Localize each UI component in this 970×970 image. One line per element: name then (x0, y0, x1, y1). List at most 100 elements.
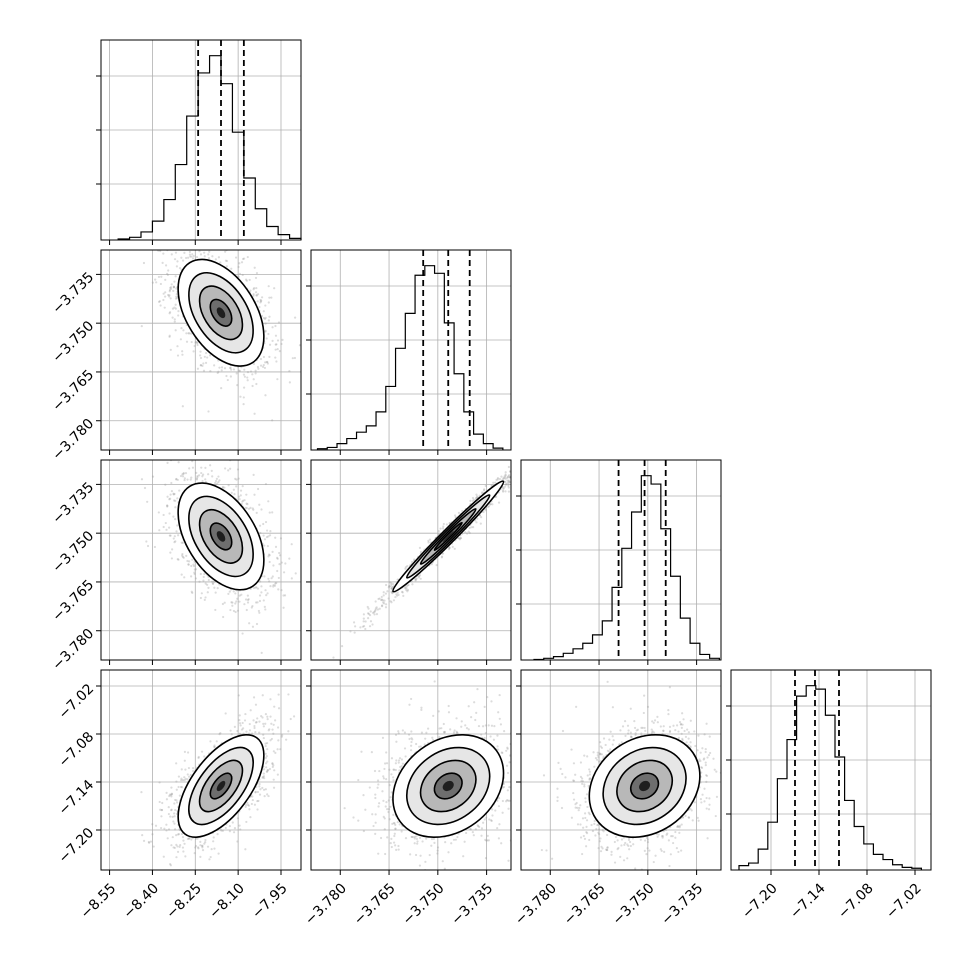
scatter-point (276, 748, 279, 751)
scatter-point (274, 545, 278, 548)
scatter-point (461, 509, 464, 513)
scatter-point (140, 478, 144, 481)
scatter-point (406, 565, 409, 568)
scatter-point (235, 372, 238, 375)
scatter-point (387, 597, 390, 600)
scatter-point (157, 245, 159, 247)
scatter-point (418, 574, 422, 577)
scatter-point (248, 278, 251, 282)
scatter-point (417, 574, 420, 578)
scatter-point (263, 605, 266, 608)
scatter-point (229, 366, 232, 369)
scatter-point (182, 472, 185, 475)
scatter-point (192, 451, 194, 453)
scatter-point (290, 577, 293, 580)
scatter-point (199, 596, 202, 600)
scatter-point (177, 558, 180, 561)
scatter-point (405, 585, 408, 588)
scatter-point (238, 369, 242, 372)
scatter-point (196, 341, 199, 344)
scatter-point (275, 343, 278, 346)
scatter-point (204, 478, 207, 481)
scatter-point (175, 801, 179, 804)
scatter-point (275, 581, 278, 585)
scatter-point (506, 476, 509, 479)
scatter-point (217, 256, 220, 259)
scatter-point (217, 480, 220, 484)
scatter-point (159, 250, 162, 253)
scatter-point (349, 630, 352, 633)
scatter-point (225, 374, 228, 378)
scatter-point (185, 340, 189, 343)
scatter-point (251, 384, 254, 388)
scatter-point (512, 478, 514, 480)
scatter-point (528, 462, 530, 464)
scatter-point (202, 473, 205, 476)
scatter-point (168, 312, 171, 315)
scatter-point (211, 582, 214, 585)
scatter-point (267, 555, 270, 558)
scatter-point (268, 580, 271, 583)
scatter-point (217, 475, 220, 478)
scatter-point (207, 410, 210, 413)
scatter-point (256, 300, 259, 303)
scatter-point (276, 557, 279, 560)
scatter-point (332, 656, 335, 659)
scatter-point (396, 591, 399, 594)
scatter-point (454, 516, 457, 519)
scatter-point (253, 412, 256, 415)
scatter-point (260, 651, 263, 654)
scatter-point (192, 350, 195, 353)
scatter-point (241, 485, 244, 488)
scatter-point (242, 373, 246, 376)
scatter-point (406, 590, 409, 593)
scatter-point (172, 285, 175, 288)
scatter-point (245, 506, 248, 510)
scatter-point (262, 310, 265, 313)
contour-0 (433, 521, 463, 552)
scatter-point (472, 526, 475, 529)
scatter-point (383, 602, 386, 605)
scatter-point (279, 537, 283, 540)
scatter-point (503, 485, 507, 488)
scatter-point (221, 485, 225, 488)
scatter-point (258, 305, 261, 309)
scatter-point (274, 536, 277, 539)
scatter-point (243, 368, 246, 371)
scatter-point (190, 564, 193, 568)
scatter-point (191, 558, 194, 561)
scatter-point (168, 288, 172, 292)
scatter-point (213, 580, 216, 583)
scatter-point (199, 350, 202, 353)
scatter-point (164, 521, 167, 525)
scatter-point (168, 526, 171, 529)
scatter-point (390, 587, 393, 590)
scatter-point (236, 597, 239, 600)
scatter-point (177, 314, 180, 317)
scatter-point (176, 478, 179, 482)
hist-step-line (117, 55, 302, 240)
scatter-point (380, 598, 383, 602)
scatter-point (242, 257, 246, 260)
scatter-point (282, 571, 286, 574)
scatter-point (177, 871, 179, 873)
scatter-point (390, 583, 393, 586)
scatter-point (506, 479, 509, 482)
scatter-point (512, 462, 514, 464)
scatter-point (252, 473, 255, 476)
scatter-point (186, 478, 189, 481)
scatter-point (274, 719, 277, 722)
scatter-point (181, 259, 185, 262)
scatter-point (169, 311, 172, 314)
scatter-point (174, 297, 178, 300)
scatter-point (225, 246, 227, 248)
scatter-point (214, 608, 217, 612)
scatter-point (404, 566, 407, 569)
scatter-point (159, 304, 162, 307)
scatter-point (207, 578, 210, 582)
scatter-point (168, 334, 171, 337)
scatter-point (241, 500, 244, 503)
scatter-point (195, 477, 198, 480)
scatter-point (204, 596, 207, 599)
scatter-point (489, 502, 492, 506)
